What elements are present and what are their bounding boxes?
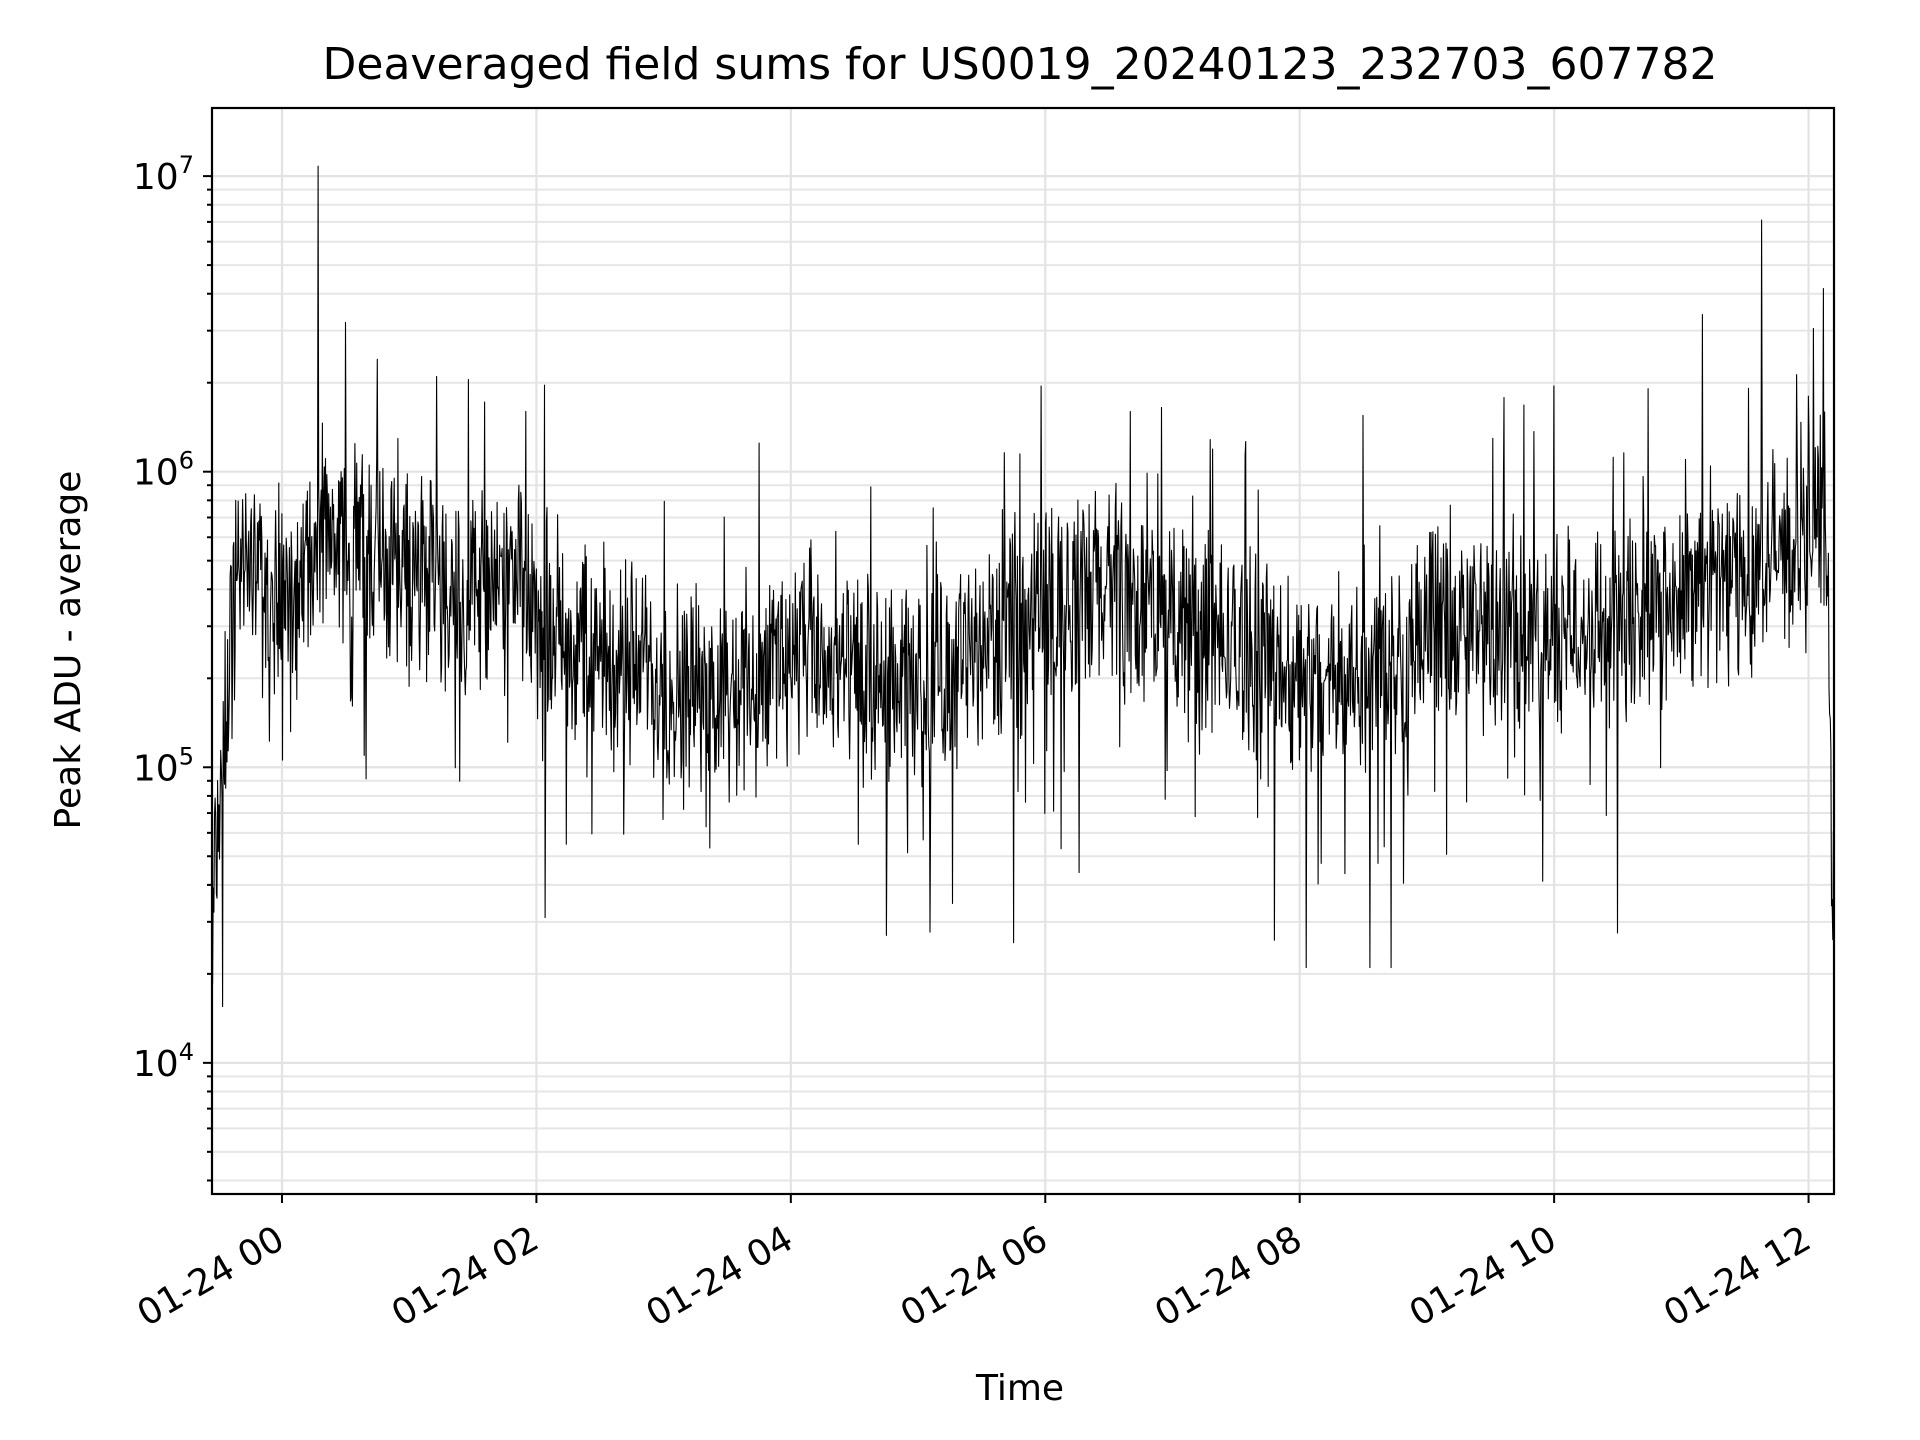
series-line-peak-adu — [211, 165, 1835, 1147]
x-axis-label: Time — [975, 1368, 1064, 1409]
y-axis-label: Peak ADU - average — [48, 471, 89, 830]
y-tick-label: 104 — [133, 1038, 194, 1085]
y-tick-label: 105 — [133, 742, 194, 789]
y-axis: 104 105 106 107 — [133, 151, 212, 1182]
y-tick-label: 106 — [133, 447, 194, 494]
y-tick-label: 107 — [133, 151, 194, 198]
chart-title: Deaveraged field sums for US0019_2024012… — [323, 39, 1718, 90]
plot-frame — [210, 106, 1836, 1196]
grid-lines — [212, 108, 1834, 1194]
